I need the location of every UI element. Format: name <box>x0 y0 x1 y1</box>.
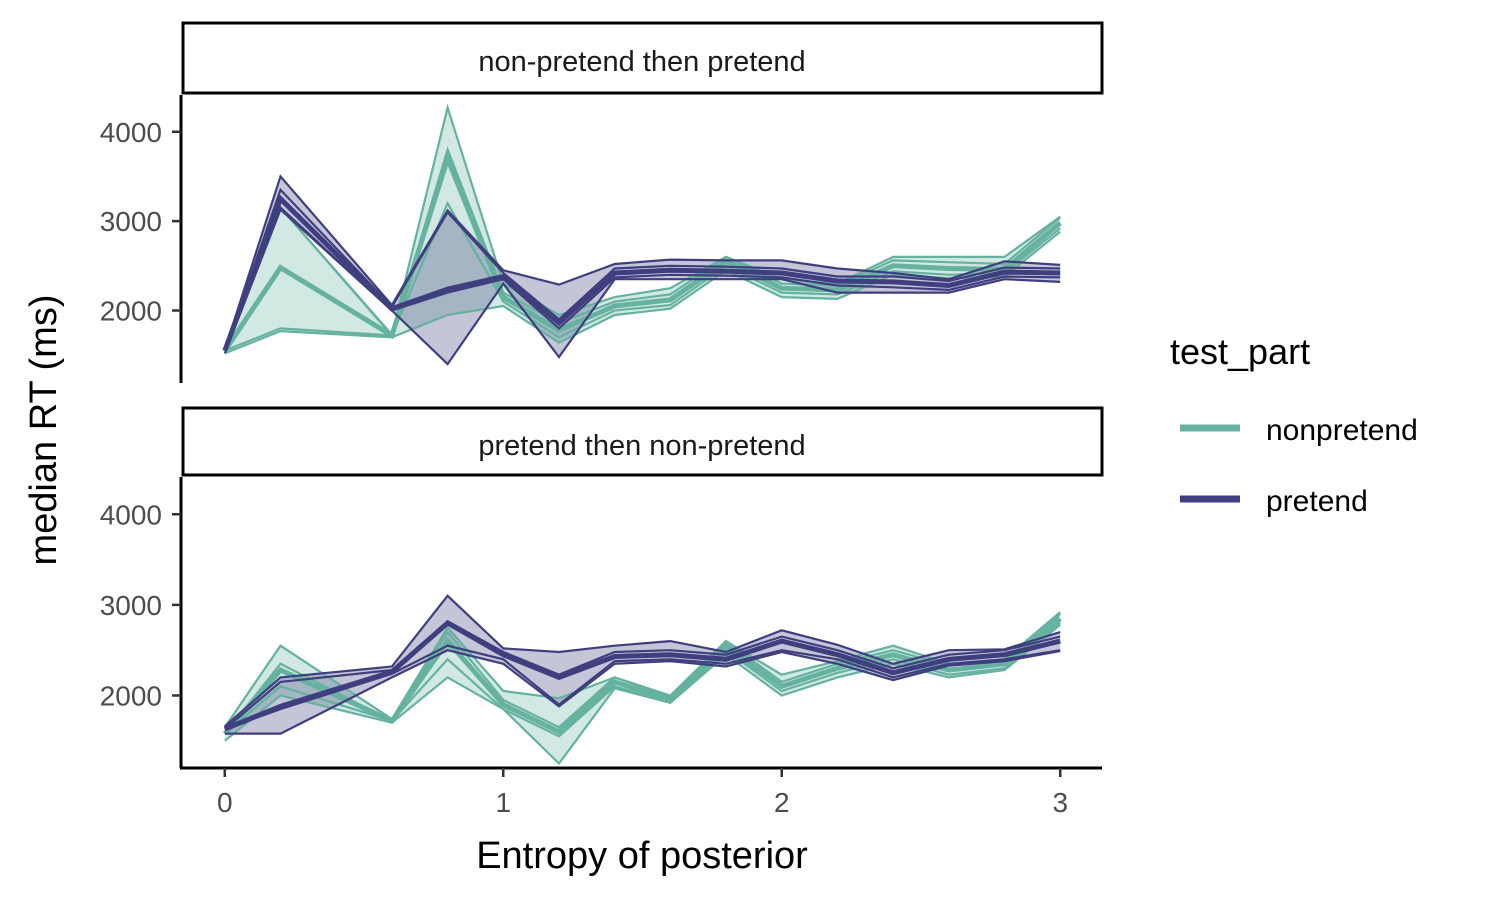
inner-lower-line-pretend-bottom <box>224 644 1061 731</box>
legend-title: test_part <box>1170 331 1310 372</box>
y-ticks-bottom: 2000 3000 4000 <box>100 499 181 712</box>
ribbon-nonpretend-top <box>224 107 1061 354</box>
ribbon-pretend-bottom <box>224 595 1061 734</box>
y-tick-label: 2000 <box>100 681 162 712</box>
facet-strip-label-bottom: pretend then non-pretend <box>478 430 805 462</box>
y-axis-title: median RT (ms) <box>23 295 65 566</box>
x-axis-title: Entropy of posterior <box>476 835 808 877</box>
ribbon-upper-line-pretend-bottom <box>224 594 1061 728</box>
facet-strip-bottom <box>181 406 1104 477</box>
ribbon-upper-line-nonpretend-bottom <box>223 611 1061 728</box>
inner-lower-line-nonpretend-top <box>224 200 1061 352</box>
x-tick-label: 0 <box>217 787 233 818</box>
ribbon-lower-line-pretend-top <box>223 207 1061 366</box>
median-line-pretend-top <box>222 194 1061 352</box>
facet-strip-top <box>181 21 1104 95</box>
ribbon-lower-line-pretend-bottom <box>224 649 1061 735</box>
y-tick-label: 2000 <box>100 296 162 327</box>
panel-top-plot <box>222 103 1062 366</box>
x-ticks: 0 1 2 3 <box>217 768 1068 818</box>
median-line-pretend-bottom <box>223 619 1061 732</box>
legend-label-pretend: pretend <box>1266 485 1368 518</box>
x-tick-label: 3 <box>1052 787 1068 818</box>
y-tick-label: 4000 <box>100 117 162 148</box>
legend: test_part nonpretend pretend <box>1170 331 1418 518</box>
panel-bottom-plot <box>222 594 1062 766</box>
x-tick-label: 1 <box>495 787 511 818</box>
y-ticks-top: 2000 3000 4000 <box>100 117 181 327</box>
facet-strip-label-top: non-pretend then pretend <box>478 46 805 78</box>
legend-label-nonpretend: nonpretend <box>1266 414 1418 447</box>
x-tick-label: 2 <box>774 787 790 818</box>
ribbon-upper-line-nonpretend-top <box>223 103 1061 351</box>
inner-upper-line-pretend-top <box>223 187 1061 352</box>
y-tick-label: 3000 <box>100 206 162 237</box>
y-tick-label: 4000 <box>100 499 162 530</box>
y-tick-label: 3000 <box>100 590 162 621</box>
